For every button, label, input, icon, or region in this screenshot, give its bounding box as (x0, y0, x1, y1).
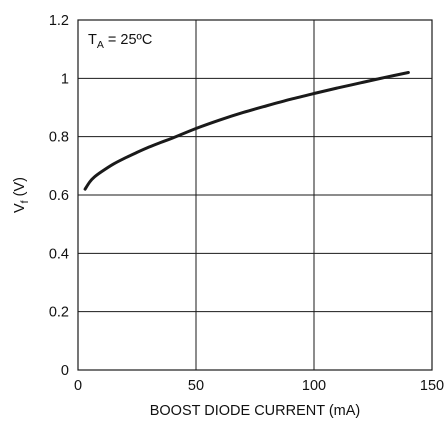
y-tick-label: 0.8 (49, 130, 69, 146)
y-tick-label: 0.2 (49, 305, 69, 321)
y-axis-title-main: V (12, 203, 28, 213)
series (83, 71, 410, 191)
annotation-main: T (88, 32, 97, 48)
x-tick-labels: 0 50 100 150 (74, 378, 444, 394)
y-axis-title-unit: (V) (12, 177, 28, 200)
plot-frame (77, 19, 433, 371)
y-axis-title-subscript: f (19, 200, 31, 203)
x-tick-label: 100 (302, 378, 326, 394)
y-tick-label: 1 (61, 71, 69, 87)
annotation-rest: = 25ºC (104, 32, 152, 48)
x-tick-label: 50 (188, 378, 204, 394)
y-tick-label: 0 (61, 363, 69, 379)
x-tick-label: 0 (74, 378, 82, 394)
temperature-annotation: TA = 25ºC (88, 32, 152, 51)
annotation-subscript: A (97, 39, 104, 51)
y-tick-labels: 0 0.2 0.4 0.6 0.8 1 1.2 (49, 13, 69, 379)
y-tick-label: 0.6 (49, 188, 69, 204)
y-axis-title: Vf (V) (12, 177, 31, 213)
y-tick-label: 1.2 (49, 13, 69, 29)
x-axis-title: BOOST DIODE CURRENT (mA) (150, 403, 361, 419)
x-tick-label: 150 (420, 378, 444, 394)
series-line (83, 71, 410, 191)
y-tick-label: 0.4 (49, 246, 69, 262)
grid (78, 20, 432, 370)
